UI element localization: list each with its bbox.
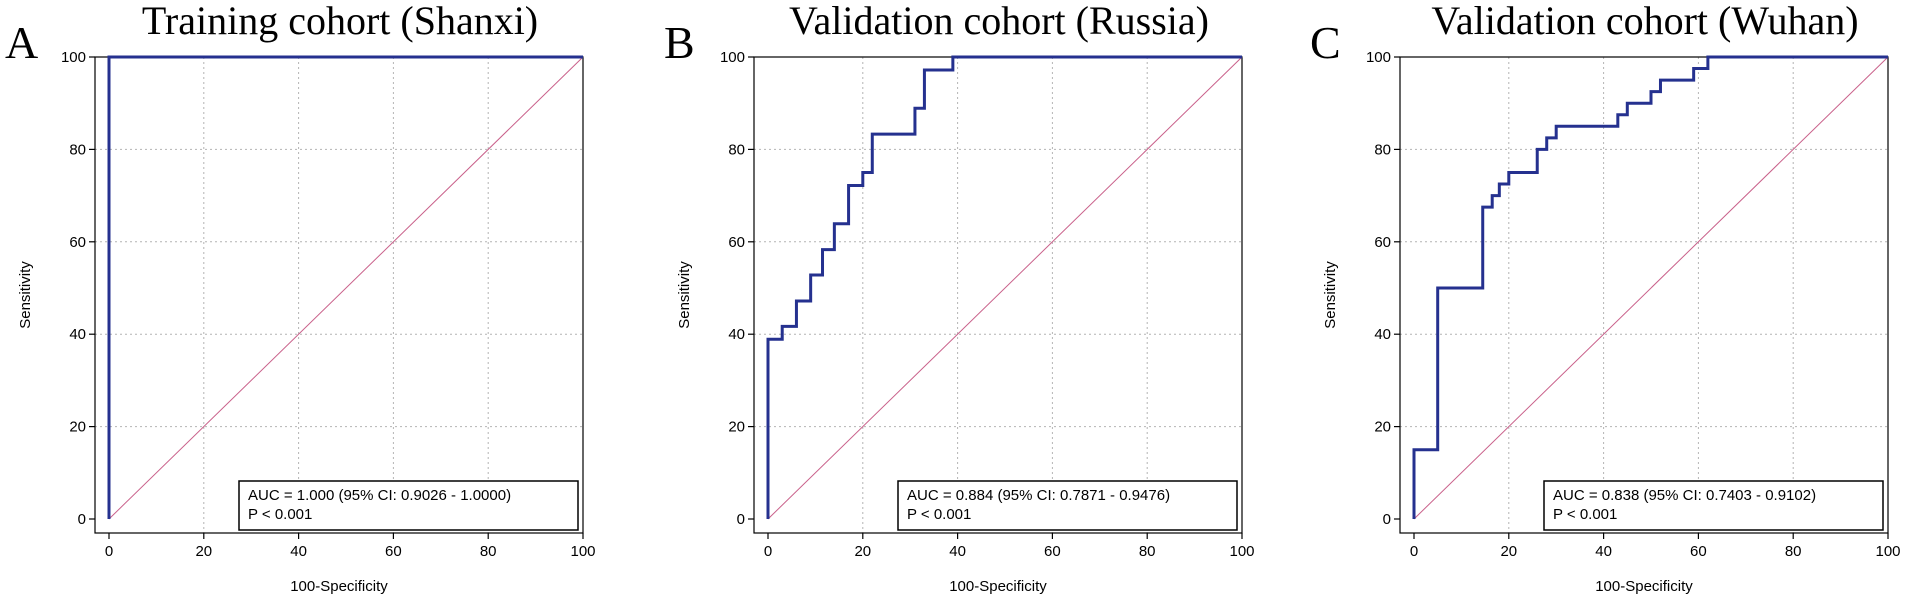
panel-a: A Training cohort (Shanxi) 0 20 40 60 80 100 0 20… — [5, 0, 596, 595]
x-tick-label: 20 — [1500, 543, 1517, 560]
p-value-annotation: P < 0.001 — [907, 506, 971, 523]
y-tick-label: 80 — [728, 141, 745, 158]
roc-curve — [1412, 55, 1888, 519]
x-axis-label: 100-Specificity — [949, 578, 1047, 595]
x-tick-label: 80 — [480, 543, 497, 560]
panel-letter: C — [1310, 17, 1341, 68]
y-tick-label: 40 — [1374, 326, 1391, 343]
y-tick-label: 60 — [728, 234, 745, 251]
annotation-box — [1543, 480, 1884, 531]
reference-line — [108, 56, 584, 520]
y-tick-label: 0 — [737, 511, 745, 528]
chart-title: Training cohort (Shanxi) — [142, 0, 538, 43]
y-tick-label: 100 — [720, 49, 745, 66]
x-axis-label: 100-Specificity — [290, 578, 388, 595]
chart-title: Validation cohort (Russia) — [789, 0, 1209, 43]
annotation-box — [897, 480, 1238, 531]
y-axis-label: Sensitivity — [17, 261, 34, 329]
p-value-annotation: P < 0.001 — [1553, 506, 1617, 523]
y-tick-label: 20 — [69, 419, 86, 436]
y-tick-label: 80 — [69, 141, 86, 158]
x-tick-label: 80 — [1139, 543, 1156, 560]
reference-line — [767, 56, 1243, 520]
x-tick-label: 0 — [764, 543, 772, 560]
y-tick-label: 40 — [69, 326, 86, 343]
roc-curve — [107, 55, 583, 519]
x-tick-label: 60 — [385, 543, 402, 560]
p-value-annotation: P < 0.001 — [248, 506, 312, 523]
x-axis-label: 100-Specificity — [1595, 578, 1693, 595]
annotation-box — [238, 480, 579, 531]
y-tick-label: 100 — [61, 49, 86, 66]
y-axis-label: Sensitivity — [1322, 261, 1339, 329]
plot-frame — [1399, 56, 1889, 534]
auc-annotation: AUC = 0.838 (95% CI: 0.7403 - 0.9102) — [1553, 487, 1816, 504]
x-tick-label: 40 — [949, 543, 966, 560]
y-tick-label: 20 — [1374, 419, 1391, 436]
y-tick-label: 20 — [728, 419, 745, 436]
y-tick-label: 80 — [1374, 141, 1391, 158]
x-tick-label: 0 — [105, 543, 113, 560]
x-tick-label: 100 — [1875, 543, 1900, 560]
x-tick-label: 100 — [1229, 543, 1254, 560]
y-tick-label: 60 — [1374, 234, 1391, 251]
y-axis-label: Sensitivity — [676, 261, 693, 329]
chart-title: Validation cohort (Wuhan) — [1431, 0, 1858, 43]
reference-line — [1413, 56, 1889, 520]
x-tick-label: 100 — [570, 543, 595, 560]
y-tick-label: 0 — [1383, 511, 1391, 528]
y-tick-label: 60 — [69, 234, 86, 251]
panel-letter: A — [5, 17, 38, 68]
panel-letter: B — [664, 17, 695, 68]
panel-c: C Validation cohort (Wuhan) 0 20 40 60 80 100 0 2… — [1310, 0, 1901, 595]
x-tick-label: 40 — [1595, 543, 1612, 560]
y-tick-label: 100 — [1366, 49, 1391, 66]
panel-b: B Validation cohort (Russia) 0 20 40 60 80 100 0… — [664, 0, 1255, 595]
x-tick-label: 20 — [854, 543, 871, 560]
auc-annotation: AUC = 1.000 (95% CI: 0.9026 - 1.0000) — [248, 487, 511, 504]
x-tick-label: 80 — [1785, 543, 1802, 560]
x-tick-label: 20 — [195, 543, 212, 560]
x-tick-label: 0 — [1410, 543, 1418, 560]
y-tick-label: 0 — [78, 511, 86, 528]
auc-annotation: AUC = 0.884 (95% CI: 0.7871 - 0.9476) — [907, 487, 1170, 504]
y-tick-label: 40 — [728, 326, 745, 343]
x-tick-label: 60 — [1690, 543, 1707, 560]
roc-curve — [766, 55, 1242, 519]
x-tick-label: 60 — [1044, 543, 1061, 560]
x-tick-label: 40 — [290, 543, 307, 560]
